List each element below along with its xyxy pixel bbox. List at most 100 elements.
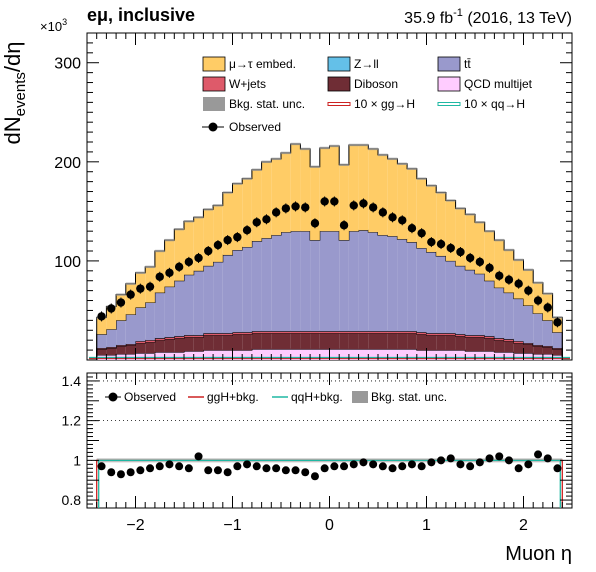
ratio-legend-label: ggH+bkg. <box>207 390 259 404</box>
lumi-label: 35.9 fb-1 (2016, 13 TeV) <box>404 7 572 27</box>
bar-w-jets <box>193 335 204 338</box>
ratio-point <box>184 464 193 473</box>
bar-diboson <box>475 337 485 352</box>
y-tick-label: 100 <box>54 254 81 271</box>
ratio-point <box>504 456 513 465</box>
bar-diboson <box>261 333 272 350</box>
observed-point <box>485 263 494 273</box>
bar-diboson <box>145 342 155 354</box>
bar-qcd-multijet <box>368 349 378 360</box>
observed-point <box>252 218 261 227</box>
ratio-legend-item: ggH+bkg. <box>188 390 259 404</box>
bar-w-jets <box>368 331 378 334</box>
stat-unc-band <box>348 143 359 147</box>
ratio-point <box>310 472 319 481</box>
bar-qcd-multijet <box>397 349 408 360</box>
stat-unc-band <box>484 229 495 233</box>
bar-diboson <box>251 333 262 350</box>
x-axis-title: Muon η <box>505 543 572 565</box>
ratio-point <box>252 462 261 471</box>
observed-point <box>301 203 310 212</box>
ratio-point <box>330 462 339 471</box>
bar-diboson <box>513 343 524 354</box>
ratio-point <box>340 462 349 471</box>
y-tick-label: 300 <box>54 56 81 73</box>
bar-tt- <box>300 231 311 332</box>
legend-item: 10 × gg→H <box>327 97 415 111</box>
qqh-ratio-line <box>98 459 561 508</box>
bar-diboson <box>523 344 534 354</box>
bar-w-jets <box>475 335 485 338</box>
observed-point <box>378 208 388 217</box>
bar-tt- <box>513 298 524 342</box>
ratio-point <box>456 460 465 469</box>
ratio-point <box>155 462 164 471</box>
bar-w-jets <box>145 340 155 343</box>
bar-tt- <box>426 251 437 334</box>
bar--embed- <box>281 152 291 233</box>
bar-tt- <box>475 273 485 336</box>
bar-tt- <box>397 239 408 332</box>
legend-label: μ→τ embed. <box>229 57 296 71</box>
bar-qcd-multijet <box>504 352 514 360</box>
observed-point <box>407 224 417 233</box>
stat-unc-band <box>135 271 146 274</box>
bar-qcd-multijet <box>300 349 311 360</box>
bar-qcd-multijet <box>358 349 369 360</box>
bar-tt- <box>106 329 117 348</box>
legend-swatch <box>437 76 461 92</box>
legend-label: W+jets <box>229 77 266 91</box>
bar--embed- <box>329 145 340 232</box>
observed-point <box>136 284 145 293</box>
stacked-histogram <box>96 142 563 360</box>
ratio-point <box>233 462 242 471</box>
bar-w-jets <box>339 331 349 334</box>
stat-unc-band <box>494 238 505 242</box>
bar--embed- <box>203 209 214 266</box>
ratio-point <box>446 454 455 463</box>
bar-tt- <box>251 241 262 332</box>
ratio-point <box>495 452 504 461</box>
bar-tt- <box>416 248 427 333</box>
bar-diboson <box>319 333 330 350</box>
observed-point <box>165 268 174 277</box>
observed-point <box>155 272 164 281</box>
bar-tt- <box>290 231 301 332</box>
bar-qcd-multijet <box>213 350 223 360</box>
bar-w-jets <box>329 331 340 334</box>
bar-w-jets <box>135 341 146 344</box>
bar-diboson <box>387 333 398 350</box>
bar-qcd-multijet <box>329 349 340 360</box>
bar--embed- <box>261 161 272 239</box>
bar-w-jets <box>407 331 417 334</box>
stat-unc-band <box>203 208 214 211</box>
legend-label: 10 × gg→H <box>354 97 415 111</box>
bar-tt- <box>281 232 291 332</box>
bar-w-jets <box>232 332 243 335</box>
observed-point <box>339 221 349 230</box>
x-tick-label: 0 <box>325 517 334 534</box>
bar-w-jets <box>494 338 505 341</box>
stat-unc-band <box>416 177 427 180</box>
bar--embed- <box>358 144 369 231</box>
observed-point <box>349 201 358 210</box>
observed-point <box>398 216 407 225</box>
stat-unc-band <box>300 147 311 151</box>
bar--embed- <box>290 143 301 232</box>
legend-label: Z→ll <box>354 57 379 71</box>
bar-w-jets <box>154 338 165 341</box>
bar-diboson <box>222 335 233 351</box>
bar-w-jets <box>358 331 369 334</box>
stat-unc-band <box>523 268 534 272</box>
bar-tt- <box>261 238 272 332</box>
legend-swatch <box>202 56 226 72</box>
bar-diboson <box>445 335 456 351</box>
ratio-point <box>466 462 475 471</box>
bar-tt- <box>96 334 107 349</box>
stat-unc-band <box>193 216 204 219</box>
bar-w-jets <box>271 331 281 334</box>
legend-swatch <box>327 56 351 72</box>
stat-unc-band <box>164 238 175 242</box>
x-axis: −2 −1 0 1 2 <box>86 373 573 534</box>
legend-item: Observed <box>202 120 281 134</box>
